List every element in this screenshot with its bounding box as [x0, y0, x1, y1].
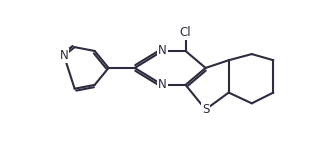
- Text: N: N: [158, 78, 167, 91]
- Text: N: N: [158, 45, 167, 58]
- Text: Cl: Cl: [180, 26, 191, 39]
- Text: S: S: [202, 103, 209, 116]
- Text: N: N: [60, 49, 68, 62]
